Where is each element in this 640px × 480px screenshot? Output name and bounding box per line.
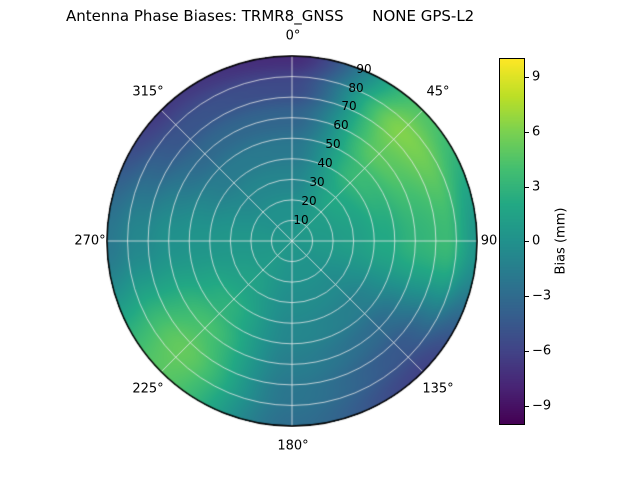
angular-tick-label-180: 180° <box>277 438 309 454</box>
radial-tick-label-80: 80 <box>348 81 364 95</box>
angular-tick-label-270: 270° <box>74 233 106 249</box>
radial-tick-label-10: 10 <box>293 213 309 227</box>
colorbar-tick-label: −9 <box>532 398 552 414</box>
radial-tick-label-70: 70 <box>341 99 357 113</box>
colorbar-tick <box>525 132 529 133</box>
colorbar-tick-label: 6 <box>532 124 541 140</box>
angular-tick-label-0: 0° <box>285 28 301 44</box>
colorbar-tick-label: 0 <box>532 233 541 249</box>
colorbar-tick-label: 3 <box>532 179 541 195</box>
radial-tick-label-20: 20 <box>301 194 317 208</box>
chart-title: Antenna Phase Biases: TRMR8_GNSS NONE GP… <box>66 7 475 25</box>
colorbar-tick-label: 9 <box>532 69 541 85</box>
colorbar-tick <box>525 187 529 188</box>
radial-tick-label-40: 40 <box>317 156 333 170</box>
radial-tick-label-50: 50 <box>325 137 341 151</box>
colorbar-tick <box>525 241 529 242</box>
colorbar-tick <box>525 406 529 407</box>
colorbar-tick <box>525 351 529 352</box>
colorbar-axis-label: Bias (mm) <box>553 207 569 275</box>
colorbar-canvas <box>499 58 525 425</box>
angular-tick-label-315: 315° <box>132 84 164 100</box>
colorbar-tick-label: −3 <box>532 288 552 304</box>
angular-tick-label-135: 135° <box>422 381 454 397</box>
colorbar-tick <box>525 296 529 297</box>
radial-tick-label-60: 60 <box>333 118 349 132</box>
colorbar-tick-label: −6 <box>532 343 552 359</box>
colorbar-tick <box>525 77 529 78</box>
angular-tick-label-90: 90 <box>480 233 498 249</box>
angular-tick-label-225: 225° <box>132 381 164 397</box>
radial-tick-label-90: 90 <box>356 62 372 76</box>
polar-heatmap-canvas <box>106 55 478 427</box>
radial-tick-label-30: 30 <box>309 175 325 189</box>
angular-tick-label-45: 45° <box>426 84 450 100</box>
